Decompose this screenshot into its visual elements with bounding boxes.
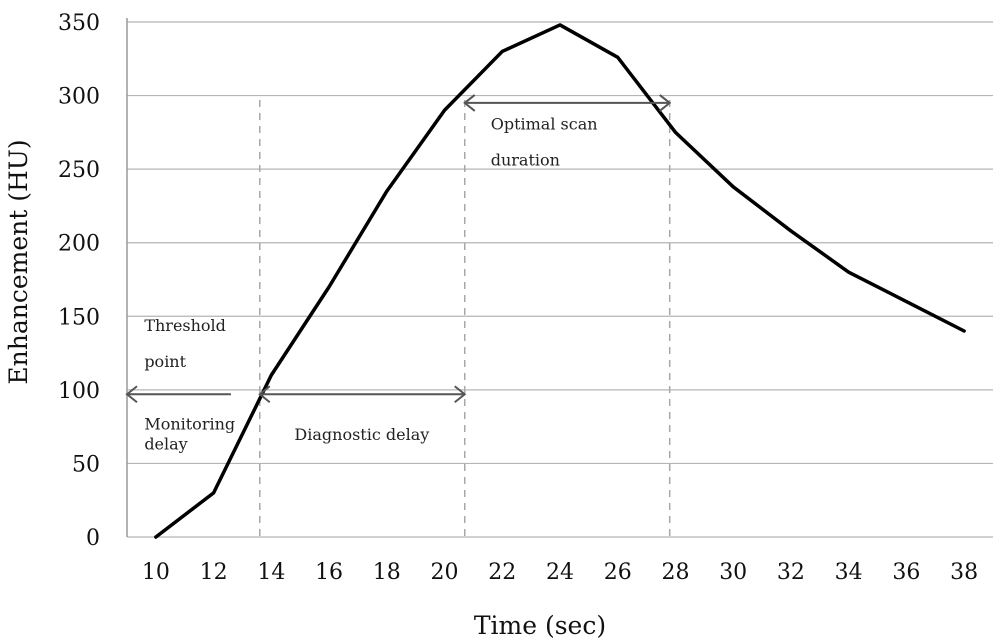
x-axis-title: Time (sec) — [474, 611, 606, 640]
y-tick-label: 150 — [58, 305, 100, 330]
y-axis-title: Enhancement (HU) — [4, 139, 33, 384]
tick-layer: 0 50 100 150 200 250 300 350 10 12 14 16 18 20 22 24 26 2… — [58, 11, 978, 585]
arrow-head — [125, 385, 138, 404]
x-tick-label: 30 — [719, 560, 747, 585]
data-point — [905, 300, 908, 303]
data-point — [559, 24, 561, 26]
enhancement-curve — [154, 23, 966, 539]
data-point — [155, 536, 157, 538]
x-tick-label: 24 — [546, 560, 574, 585]
arrow-head — [454, 385, 467, 404]
arrow-head — [463, 94, 476, 112]
y-tick-label: 250 — [58, 158, 100, 183]
annotation-diagnostic: Diagnostic delay — [294, 425, 429, 444]
y-tick-label: 0 — [86, 526, 100, 551]
annotation-optimal: Optimal scan duration — [491, 114, 598, 169]
x-tick-label: 32 — [777, 560, 805, 585]
arrow-head — [659, 94, 672, 112]
y-tick-label: 50 — [72, 452, 100, 477]
data-point — [674, 131, 677, 134]
data-point — [790, 230, 792, 232]
x-tick-label: 18 — [373, 560, 401, 585]
arrow-head — [258, 385, 271, 404]
x-tick-label: 20 — [431, 560, 459, 585]
x-tick-label: 34 — [835, 560, 863, 585]
x-tick-label: 38 — [950, 560, 978, 585]
x-tick-label: 10 — [142, 560, 170, 585]
grid-layer — [127, 21, 993, 538]
data-point — [616, 56, 619, 59]
y-tick-label: 100 — [58, 379, 100, 404]
optimal-arrow — [463, 94, 672, 112]
data-point — [212, 492, 215, 494]
data-point — [443, 109, 446, 112]
annotation-layer: Threshold point Monitoring delay Diagnostic … — [144, 114, 597, 453]
y-tick-label: 300 — [58, 85, 100, 110]
x-tick-label: 12 — [200, 560, 228, 585]
x-tick-label: 14 — [257, 560, 285, 585]
data-point — [328, 286, 330, 288]
series-layer — [154, 23, 966, 539]
monitoring-arrow — [125, 385, 231, 404]
data-point — [270, 374, 273, 376]
x-tick-label: 36 — [892, 560, 920, 585]
arrow-layer — [125, 94, 672, 404]
data-point — [732, 186, 734, 188]
x-tick-label: 28 — [661, 560, 689, 585]
annotation-monitoring: Monitoring delay — [144, 415, 235, 454]
annotation-threshold: Threshold point — [144, 316, 226, 371]
guide-layer — [259, 99, 671, 537]
data-point — [386, 190, 388, 193]
x-tick-label: 22 — [488, 560, 516, 585]
data-point — [847, 271, 850, 273]
data-point — [501, 50, 504, 53]
x-tick-label: 16 — [315, 560, 343, 585]
diagnostic-arrow — [258, 385, 467, 404]
y-tick-label: 200 — [58, 232, 100, 257]
data-point — [963, 330, 965, 332]
x-tick-label: 26 — [604, 560, 632, 585]
y-tick-label: 350 — [58, 11, 100, 36]
